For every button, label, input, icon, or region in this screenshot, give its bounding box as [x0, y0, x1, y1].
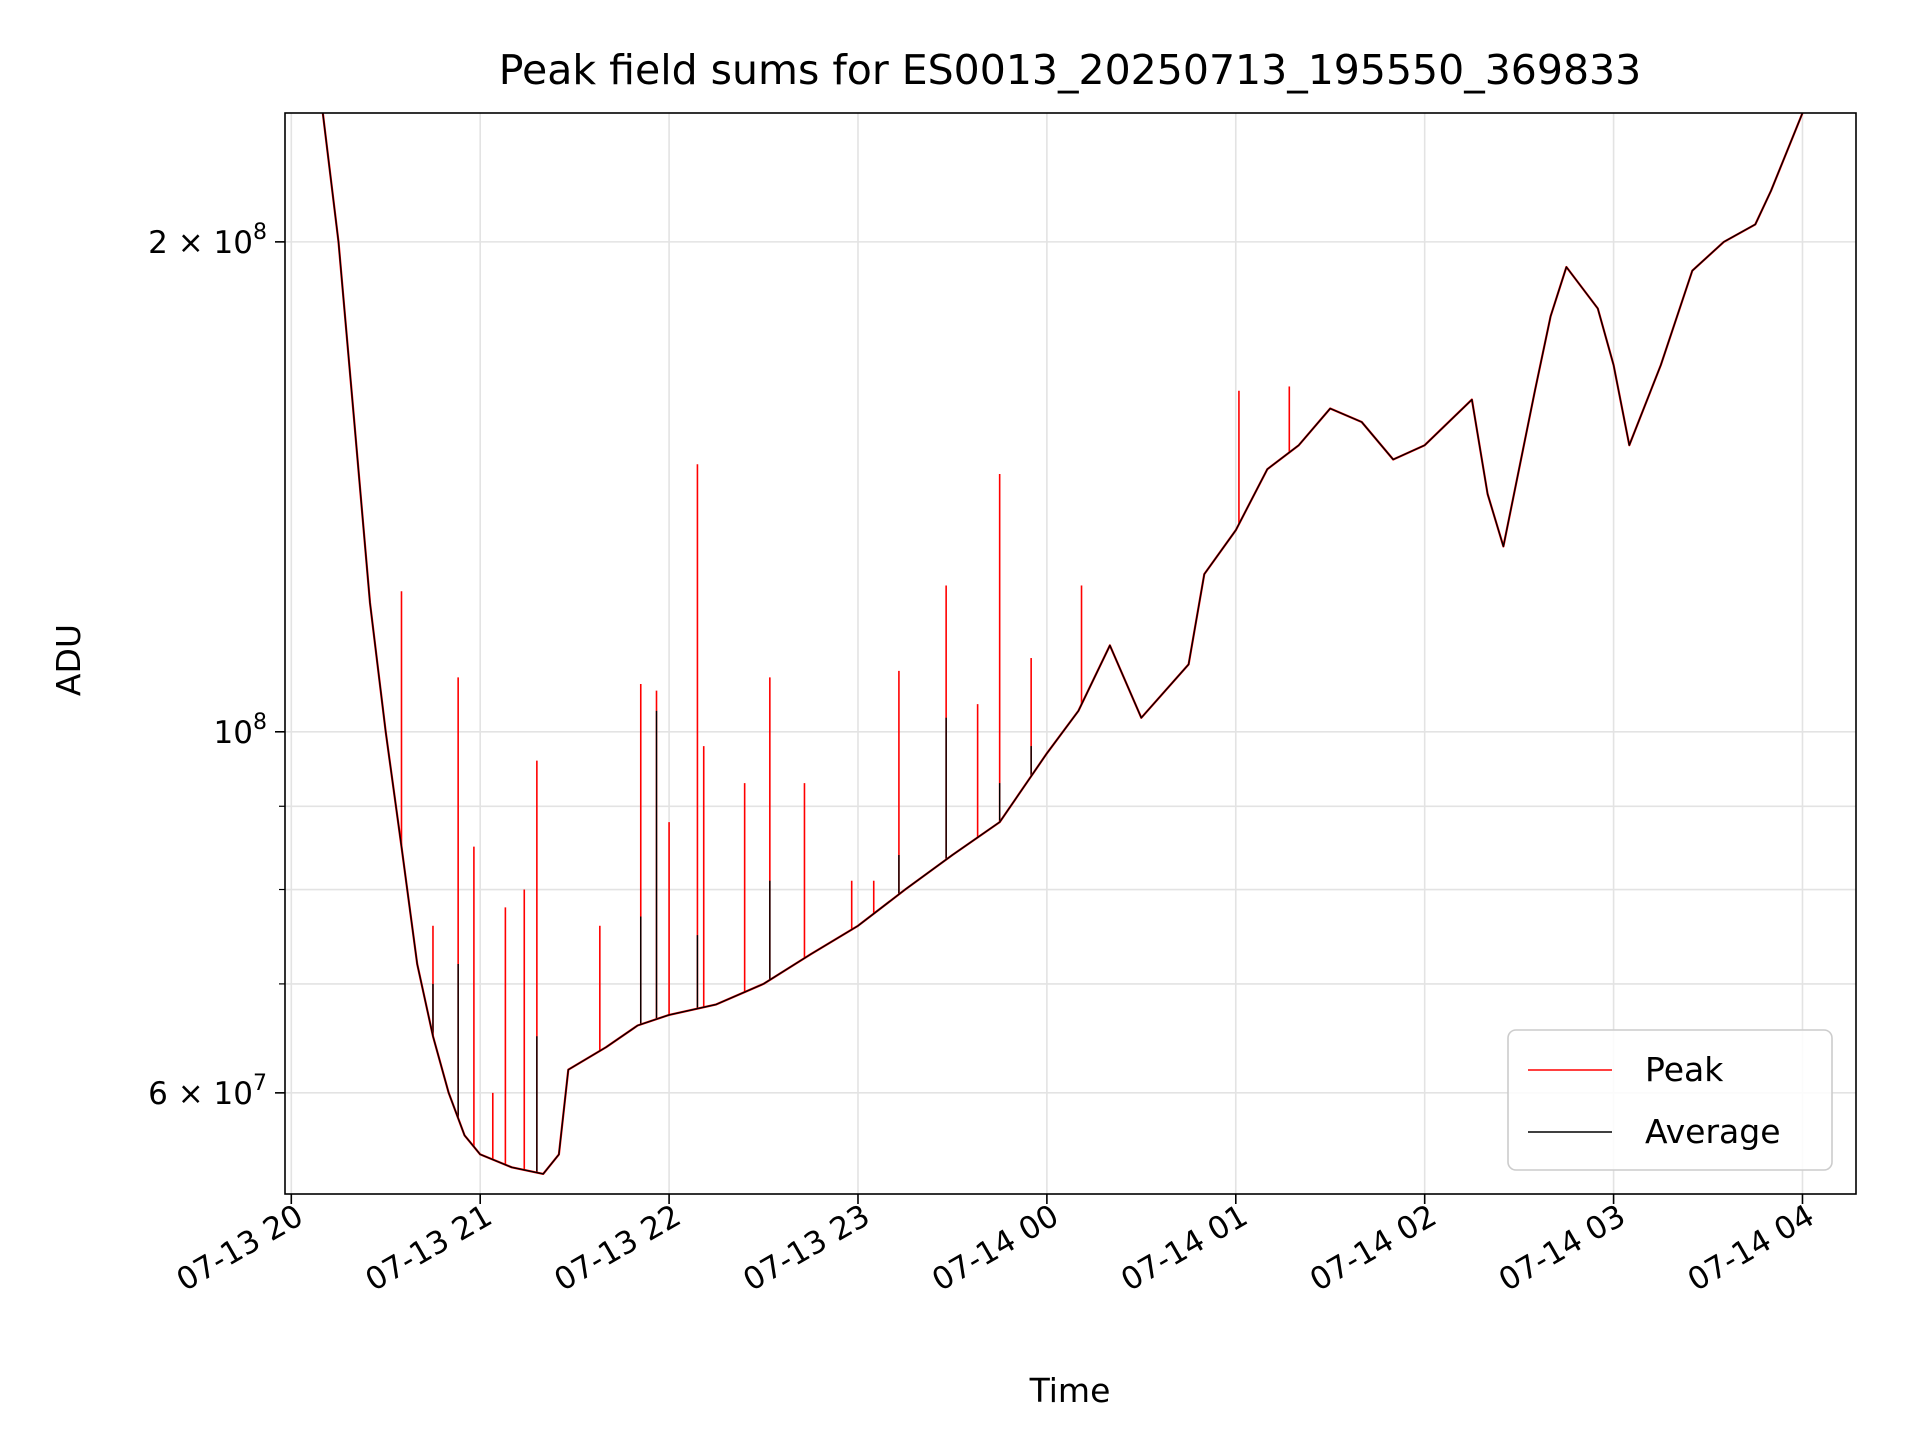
legend-label-average: Average [1645, 1112, 1781, 1151]
chart-title: Peak field sums for ES0013_20250713_1955… [499, 46, 1641, 94]
legend-label-peak: Peak [1645, 1050, 1724, 1089]
y-axis-label: ADU [49, 624, 88, 696]
average-series-line [322, 113, 1804, 1175]
y-tick-label: 2 × 108 [148, 220, 267, 261]
spike-layer [400, 386, 1291, 1173]
plot-frame [284, 112, 1857, 1195]
legend-box [1507, 1029, 1833, 1171]
y-tick-label: 6 × 107 [148, 1071, 267, 1112]
legend: Peak Average [1507, 1029, 1833, 1171]
x-axis-label: Time [1029, 1371, 1111, 1410]
y-tick-label: 108 [214, 710, 267, 751]
series-layer [321, 113, 1804, 1175]
